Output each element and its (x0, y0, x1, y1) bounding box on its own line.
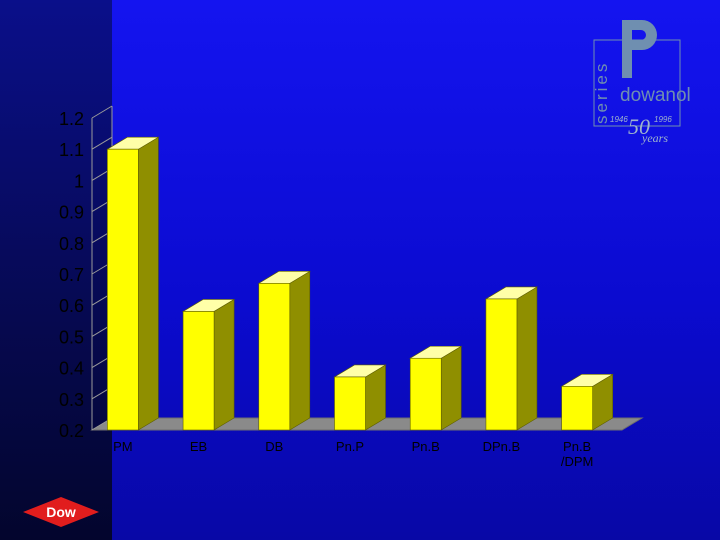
bar-side (440, 345, 462, 431)
dowanol-logo: series dowanol 1946 1996 50 years (592, 20, 691, 145)
y-tick-label: 0.3 (59, 390, 84, 410)
logo-year-start: 1946 (610, 115, 628, 124)
bar (257, 270, 311, 431)
logo-p-mark (622, 20, 657, 78)
logo-brand-text: dowanol (620, 85, 691, 106)
x-tick-label: Pn.B/DPM (561, 439, 594, 469)
logo-anniversary-number: 50 (628, 114, 650, 139)
y-tick-label: 0.6 (59, 296, 84, 316)
x-tick-label: Pn.P (336, 439, 364, 454)
bar (181, 298, 236, 431)
bar (560, 373, 614, 431)
x-tick-label: EB (190, 439, 207, 454)
bar-side (138, 136, 159, 431)
dow-logo-text: Dow (46, 504, 76, 520)
y-tick-mark (91, 105, 113, 119)
y-tick-label: 0.7 (59, 265, 84, 285)
bar (333, 364, 387, 431)
bar-front (107, 148, 139, 431)
y-tick-label: 0.9 (59, 203, 84, 223)
y-tick-label: 0.4 (59, 359, 84, 379)
x-tick-label: PM (113, 439, 133, 454)
dow-logo: Dow (23, 497, 99, 527)
x-tick-label: DPn.B (483, 439, 521, 454)
bar (409, 345, 463, 431)
bar-front (561, 386, 593, 431)
y-tick-label: 0.2 (59, 421, 84, 441)
bar-front (182, 311, 215, 431)
y-tick-label: 1 (74, 171, 84, 191)
main-background (112, 0, 720, 540)
bar (484, 286, 539, 431)
bar-front (334, 376, 366, 431)
bar-front (485, 298, 518, 431)
logo-series-text: series (592, 61, 611, 124)
x-tick-labels: PM EB DB Pn.P Pn.B DPn.B Pn.B/DPM (113, 439, 593, 469)
logo-year-end: 1996 (654, 115, 672, 124)
left-band (0, 0, 112, 540)
y-tick-label: 1.2 (59, 109, 84, 129)
bar-front (258, 283, 291, 431)
x-tick-label: DB (265, 439, 283, 454)
y-tick-labels: 1.2 1.1 1 0.9 0.8 0.7 0.6 0.5 0.4 0.3 0.2 (59, 109, 84, 441)
y-tick-label: 0.8 (59, 234, 84, 254)
y-tick-label: 0.5 (59, 327, 84, 347)
bar-front (409, 357, 442, 431)
bar (106, 136, 160, 431)
bars (106, 136, 614, 431)
bar-side (516, 286, 538, 431)
bar-side (213, 298, 235, 431)
x-tick-label: Pn.B (412, 439, 440, 454)
logo-years-text: years (641, 131, 668, 145)
y-tick-mark (91, 136, 113, 150)
dow-diamond-icon (23, 497, 99, 527)
bar-side (289, 270, 311, 431)
y-tick-label: 1.1 (59, 140, 84, 160)
